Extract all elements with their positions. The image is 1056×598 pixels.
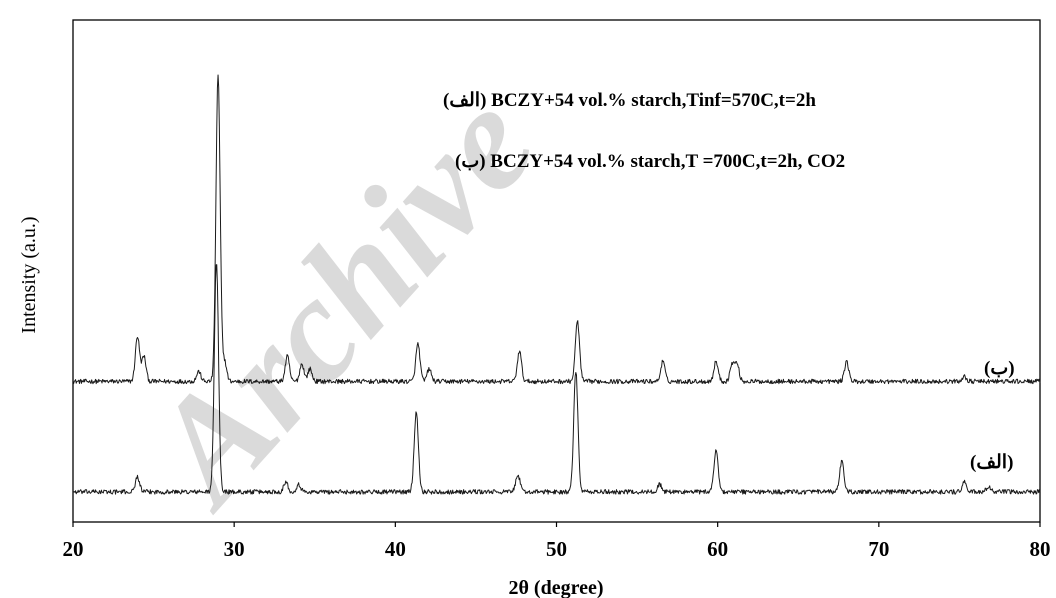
legend-entry-be: (ب) BCZY+54 vol.% starch,T =700C,t=2h, C…	[455, 151, 845, 172]
x-tick-label: 30	[224, 537, 245, 561]
x-tick-label: 80	[1030, 537, 1051, 561]
series-line-alef	[72, 264, 1041, 495]
x-axis-title: 2θ (degree)	[508, 577, 603, 598]
watermark: Archive	[114, 61, 566, 537]
x-tick-label: 40	[385, 537, 406, 561]
x-tick-label: 60	[707, 537, 728, 561]
y-axis-title: Intensity (a.u.)	[18, 216, 40, 333]
x-tick-label: 70	[868, 537, 889, 561]
series-label-alef: (الف)	[970, 452, 1013, 473]
x-tick-label: 50	[546, 537, 567, 561]
legend-entry-alef: (الف) BCZY+54 vol.% starch,Tinf=570C,t=2…	[443, 90, 816, 111]
x-axis: 20 30 40 50 60 70 80	[63, 522, 1051, 561]
series-label-be: (ب)	[984, 358, 1015, 379]
series-line-be	[72, 74, 1041, 385]
series-layer	[72, 74, 1041, 495]
watermark-text: Archive	[114, 61, 566, 537]
x-tick-label: 20	[63, 537, 84, 561]
